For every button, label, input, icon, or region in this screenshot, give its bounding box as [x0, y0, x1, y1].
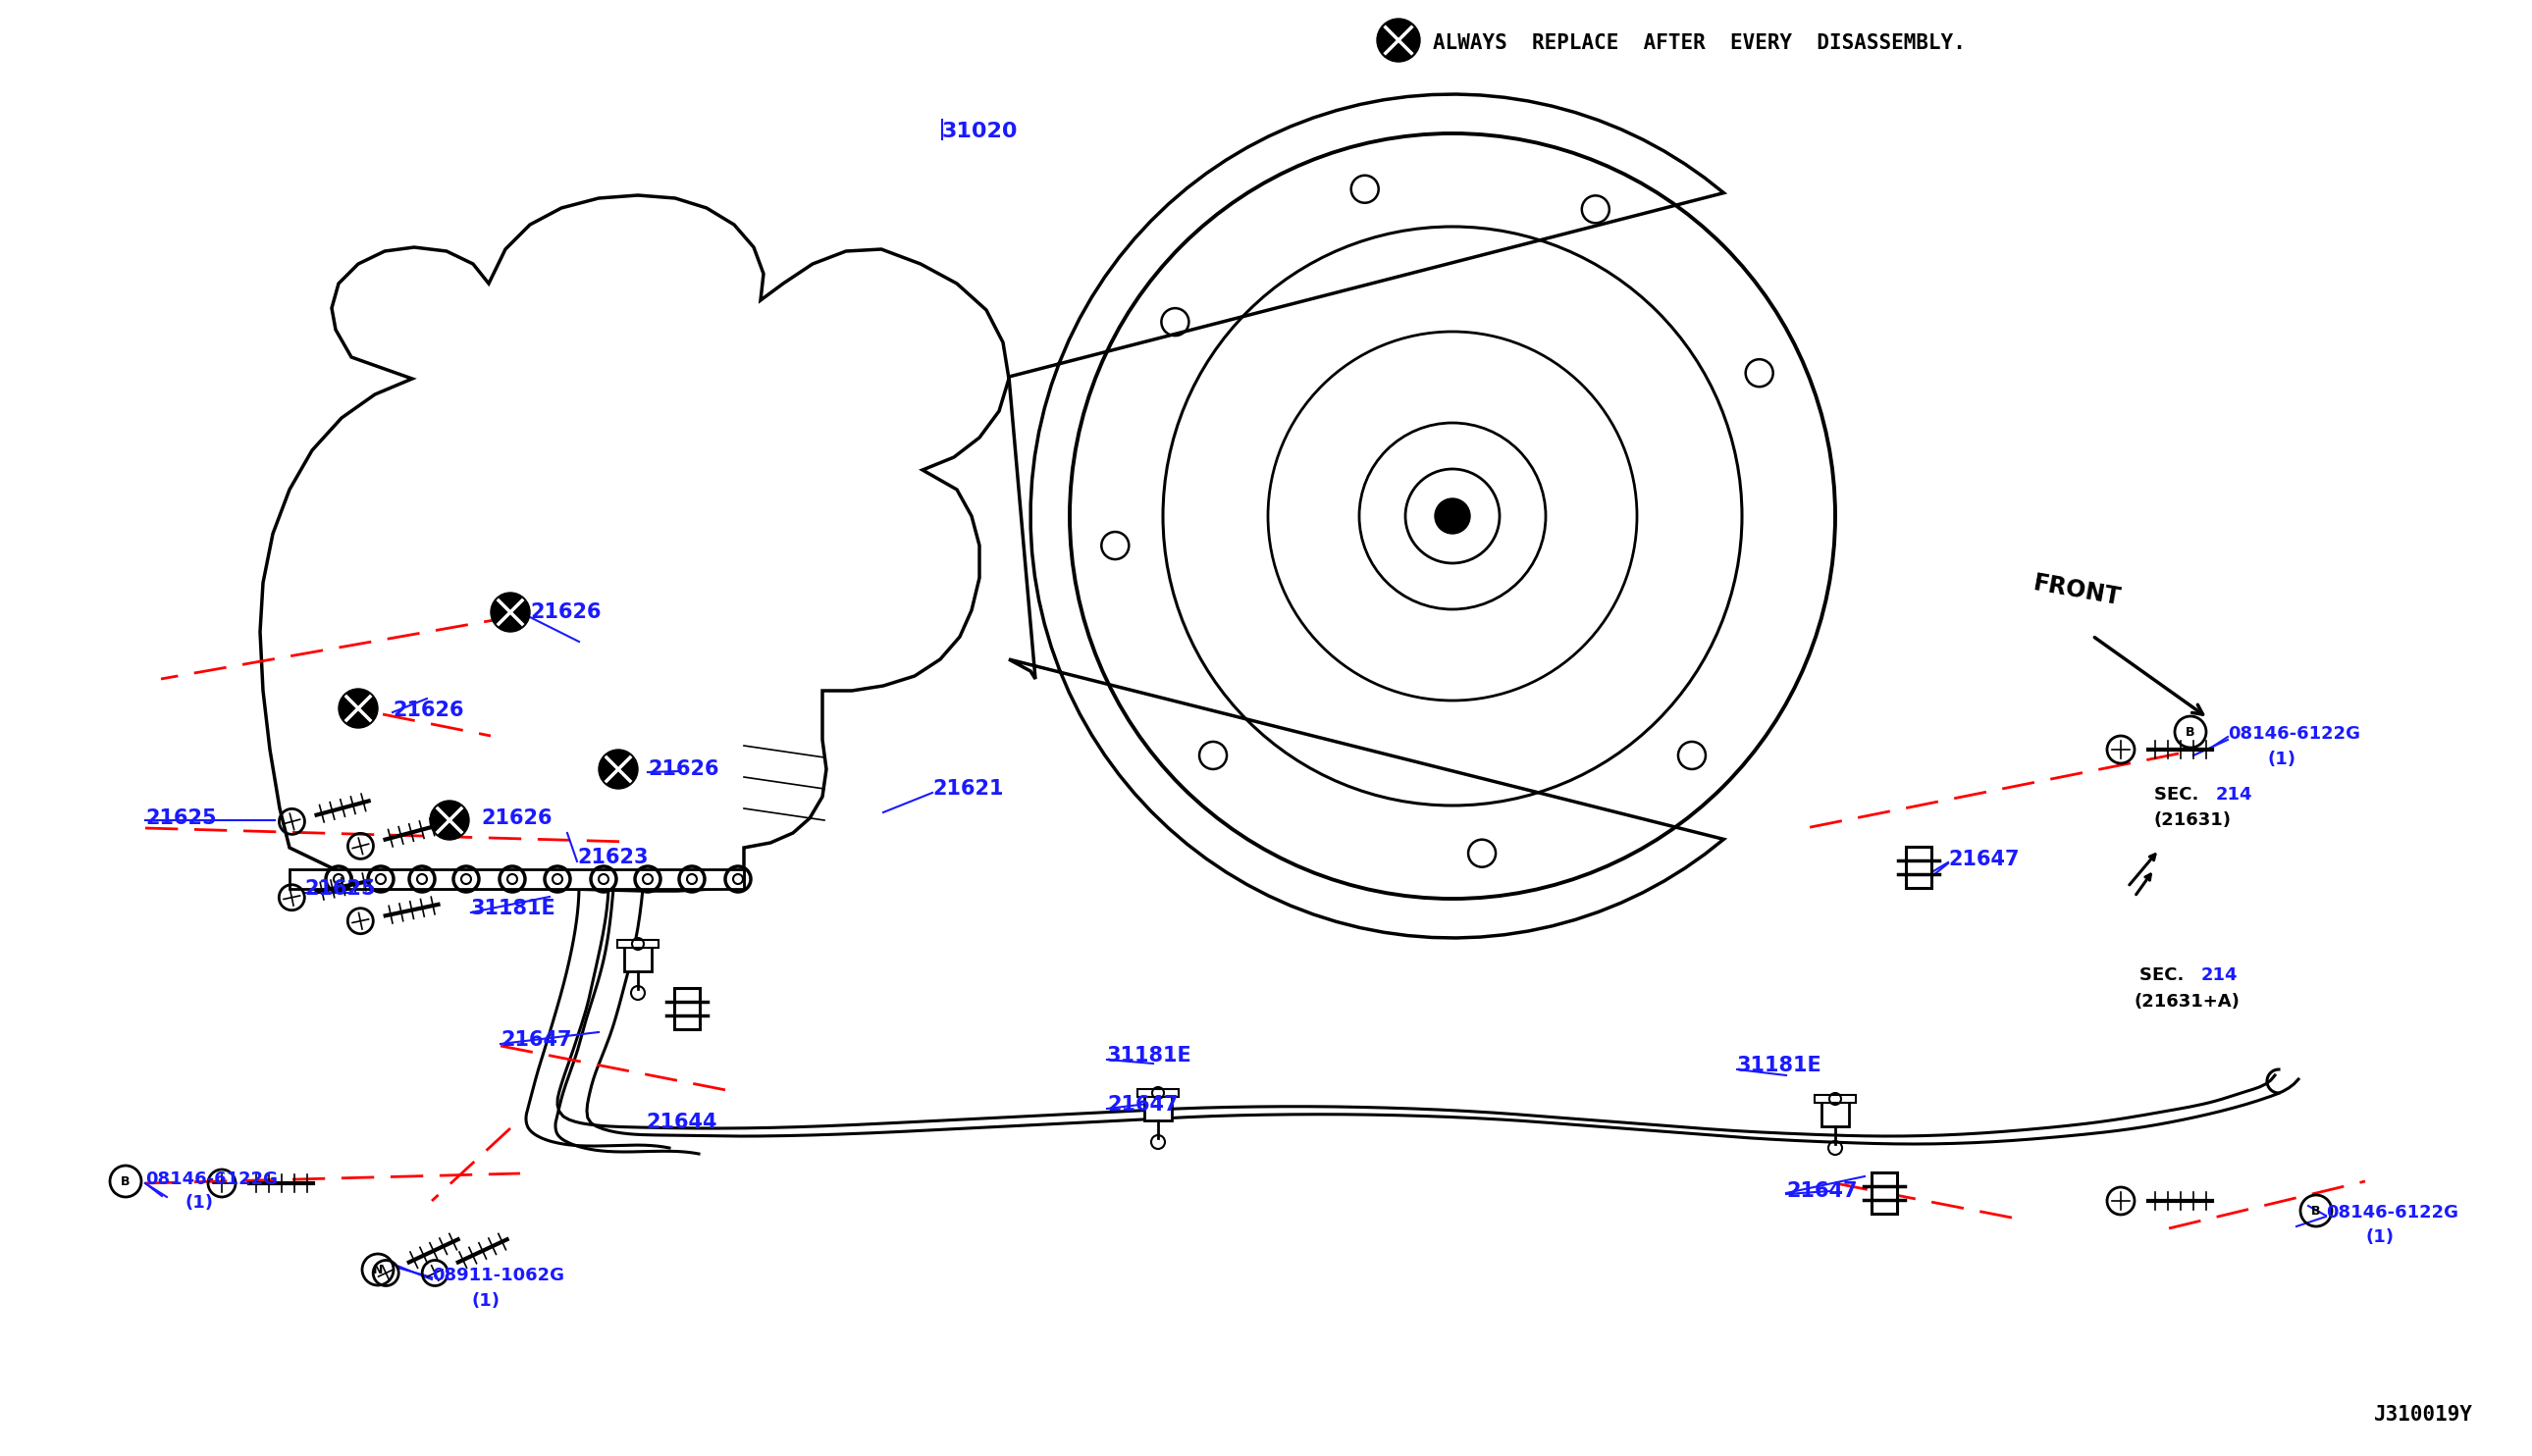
Bar [1144, 1089, 1172, 1121]
Text: 214: 214 [2216, 786, 2253, 804]
Text: 21647: 21647 [501, 1031, 572, 1050]
Text: 21647: 21647 [1947, 850, 2018, 869]
Text: 31181E: 31181E [1106, 1045, 1193, 1066]
Bar [625, 941, 651, 971]
Bar [674, 987, 699, 1029]
Text: SEC.: SEC. [2140, 967, 2190, 984]
Text: 214: 214 [2200, 967, 2238, 984]
Circle shape [598, 750, 638, 789]
Text: 21621: 21621 [932, 779, 1003, 799]
Circle shape [430, 801, 468, 840]
Text: ALWAYS  REPLACE  AFTER  EVERY  DISASSEMBLY.: ALWAYS REPLACE AFTER EVERY DISASSEMBLY. [1433, 33, 1965, 52]
Circle shape [1436, 498, 1471, 534]
Text: 21625: 21625 [304, 879, 375, 898]
Text: 21644: 21644 [646, 1112, 717, 1133]
Bar [1815, 1095, 1856, 1102]
Bar [618, 941, 658, 948]
Text: 21626: 21626 [529, 603, 600, 622]
Polygon shape [289, 869, 744, 890]
Text: (21631+A): (21631+A) [2134, 993, 2241, 1010]
Text: (1): (1) [2266, 750, 2297, 769]
Text: 31181E: 31181E [1737, 1056, 1823, 1076]
Text: B: B [122, 1175, 129, 1188]
Text: (1): (1) [2365, 1229, 2393, 1246]
Polygon shape [261, 195, 1008, 891]
Text: N: N [372, 1264, 382, 1275]
Text: 08911-1062G: 08911-1062G [433, 1267, 565, 1284]
Text: 21647: 21647 [1106, 1095, 1177, 1114]
Text: 08146-6122G: 08146-6122G [144, 1171, 279, 1188]
Text: 21626: 21626 [392, 700, 463, 721]
Bar [1137, 1089, 1180, 1096]
Text: 08146-6122G: 08146-6122G [2228, 725, 2360, 743]
Text: 08146-6122G: 08146-6122G [2327, 1204, 2459, 1222]
Text: (1): (1) [185, 1194, 213, 1211]
Text: B: B [2312, 1204, 2322, 1217]
Text: SEC.: SEC. [2155, 786, 2205, 804]
Text: 31181E: 31181E [471, 898, 557, 919]
Text: 21626: 21626 [481, 808, 552, 828]
Text: 21626: 21626 [648, 760, 719, 779]
Circle shape [1377, 19, 1420, 61]
Text: (21631): (21631) [2155, 811, 2231, 828]
Bar [1821, 1095, 1848, 1127]
Circle shape [339, 689, 377, 728]
Bar [1907, 846, 1932, 888]
Bar [1871, 1172, 1896, 1214]
Text: FRONT: FRONT [2031, 571, 2122, 610]
Text: (1): (1) [471, 1291, 499, 1310]
Text: 21623: 21623 [577, 847, 648, 868]
Text: 21625: 21625 [144, 808, 218, 828]
Text: 31020: 31020 [942, 122, 1018, 141]
Text: J310019Y: J310019Y [2375, 1405, 2474, 1424]
Polygon shape [1008, 95, 1724, 938]
Circle shape [491, 593, 529, 632]
Text: 21647: 21647 [1785, 1181, 1858, 1201]
Text: B: B [2185, 725, 2195, 738]
